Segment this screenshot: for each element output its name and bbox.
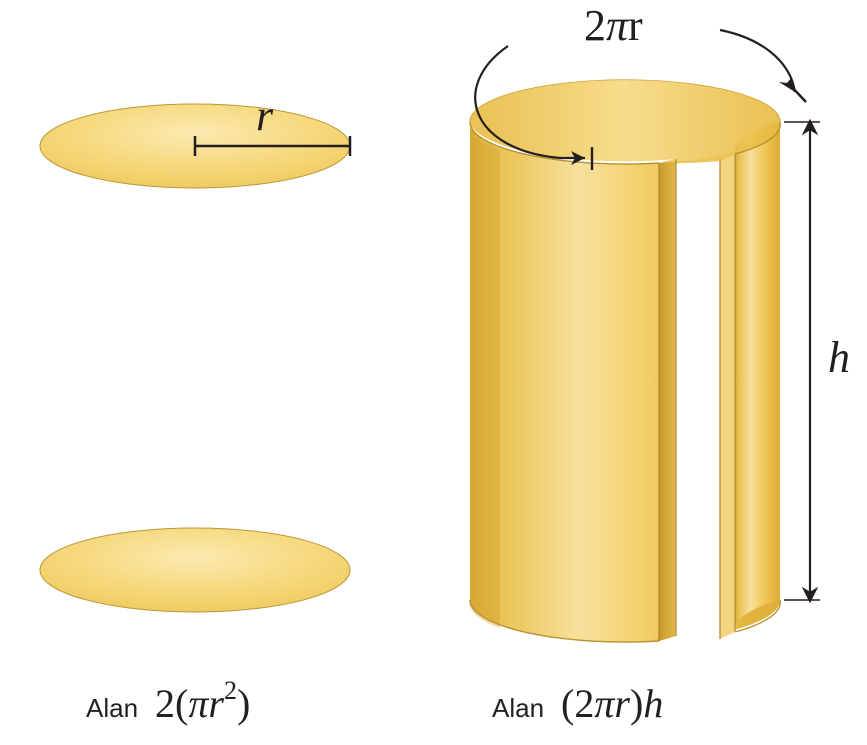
caption-right: Alan (2πr)h [492,680,663,727]
caption-left-word: Alan [86,693,138,723]
geometry-svg [0,0,867,745]
caption-left: Alan 2(πr2) [86,680,250,727]
cylinder-shade-left [470,122,500,628]
cylinder-top-fill [470,80,780,163]
two-pi-r-tick-right [790,85,806,102]
cylinder-gap-face-right [720,154,735,639]
caption-right-math: (2πr)h [561,681,663,726]
label-two-pi-r: 2πr [584,0,643,51]
cylinder-side-right [735,122,780,632]
cylinder-gap-face [659,159,676,641]
diagram-canvas: r h 2πr Alan 2(πr2) Alan (2πr)h [0,0,867,745]
label-h: h [828,332,850,383]
caption-right-word: Alan [492,693,544,723]
bottom-disc [40,528,350,612]
caption-left-math: 2(πr2) [155,681,250,726]
label-r: r [256,90,273,141]
